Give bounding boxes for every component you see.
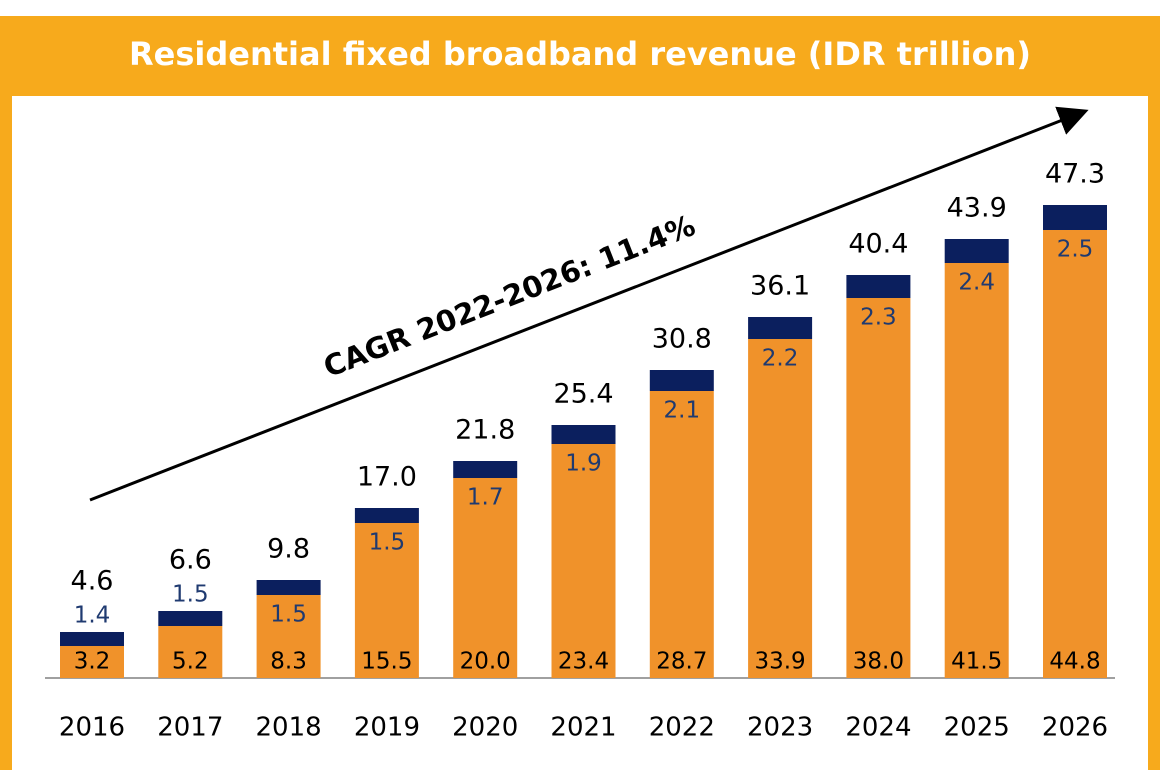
value-label: 1.5 [369,530,406,556]
bar-segment [551,425,616,444]
value-label: 1.4 [74,603,111,629]
bar-segment [1043,230,1107,678]
value-label: 15.5 [361,649,412,675]
total-label: 30.8 [652,324,712,355]
x-tick-label: 2017 [157,713,223,743]
bar-segment [354,523,419,678]
x-tick-label: 2026 [1042,713,1108,743]
bar-segment [846,298,911,678]
x-tick-label: 2022 [649,713,715,743]
value-label: 41.5 [951,649,1002,675]
total-label: 36.1 [750,271,810,302]
x-tick-label: 2018 [256,713,322,743]
bar-segment [256,580,321,595]
value-label: 3.2 [74,649,111,675]
value-label: 1.9 [565,451,602,477]
value-label: 38.0 [853,649,904,675]
bar-segment [1043,205,1107,230]
x-tick-label: 2019 [354,713,420,743]
bar-segment [158,626,223,678]
bar-segment [944,239,1009,263]
bar-segment [944,263,1009,678]
bar-segment [453,461,518,478]
value-label: 23.4 [558,649,609,675]
value-label: 8.3 [270,649,307,675]
bar-segment [846,275,911,298]
total-label: 47.3 [1045,159,1105,190]
value-label: 2.4 [958,270,995,296]
value-label: 1.5 [270,602,307,628]
right-border [1148,16,1160,770]
value-label: 33.9 [754,649,805,675]
left-border [0,16,12,770]
value-label: 2.3 [860,305,897,331]
value-label: 5.2 [172,649,209,675]
chart-title: Residential fixed broadband revenue (IDR… [129,35,1031,73]
bar-segment [60,632,124,646]
x-tick-label: 2023 [747,713,813,743]
value-label: 44.8 [1049,649,1100,675]
x-tick-label: 2021 [550,713,616,743]
value-label: 2.1 [664,398,701,424]
bar-segment [748,317,813,339]
bar-segment [453,478,518,678]
bar-segment [748,339,813,678]
value-label: 20.0 [460,649,511,675]
bar-segment [649,370,714,391]
x-tick-label: 2020 [452,713,518,743]
bar-segment [551,444,616,678]
trend-arrow [89,106,1089,502]
bar-segment [649,391,714,678]
total-label: 4.6 [71,566,114,597]
total-label: 43.9 [947,193,1007,224]
total-label: 6.6 [169,545,212,576]
value-label: 1.5 [172,582,209,608]
total-label: 17.0 [357,462,417,493]
value-label: 28.7 [656,649,707,675]
total-label: 21.8 [455,415,515,446]
total-label: 40.4 [848,229,908,260]
x-tick-label: 2016 [59,713,125,743]
x-tick-label: 2025 [944,713,1010,743]
value-label: 2.5 [1057,237,1094,263]
title-banner [0,16,1160,96]
bar-segment [60,646,124,678]
total-label: 9.8 [267,534,310,565]
total-label: 25.4 [553,379,613,410]
value-label: 2.2 [762,346,799,372]
value-label: 1.7 [467,485,504,511]
bar-segment [256,595,321,678]
bar-segment [354,508,419,523]
bar-segment [158,611,223,626]
x-tick-label: 2024 [845,713,911,743]
